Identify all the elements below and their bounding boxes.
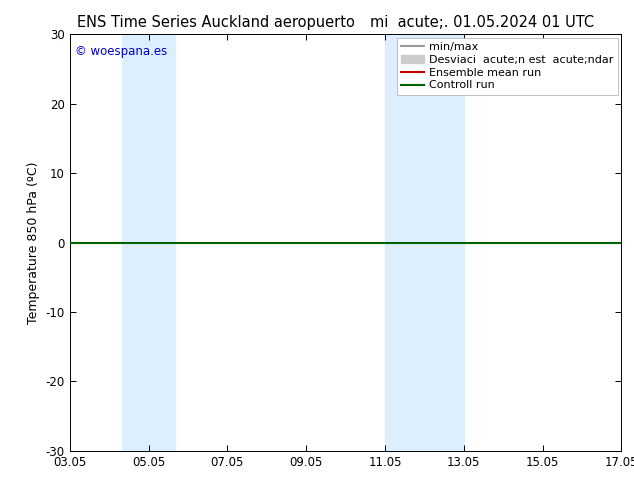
- Y-axis label: Temperature 850 hPa (ºC): Temperature 850 hPa (ºC): [27, 161, 40, 324]
- Bar: [385, 34, 463, 451]
- Text: © woespana.es: © woespana.es: [75, 45, 167, 58]
- Bar: [122, 34, 175, 451]
- Text: mi  acute;. 01.05.2024 01 UTC: mi acute;. 01.05.2024 01 UTC: [370, 15, 594, 30]
- Text: ENS Time Series Auckland aeropuerto: ENS Time Series Auckland aeropuerto: [77, 15, 354, 30]
- Legend: min/max, Desviaci  acute;n est  acute;ndar, Ensemble mean run, Controll run: min/max, Desviaci acute;n est acute;ndar…: [397, 38, 618, 95]
